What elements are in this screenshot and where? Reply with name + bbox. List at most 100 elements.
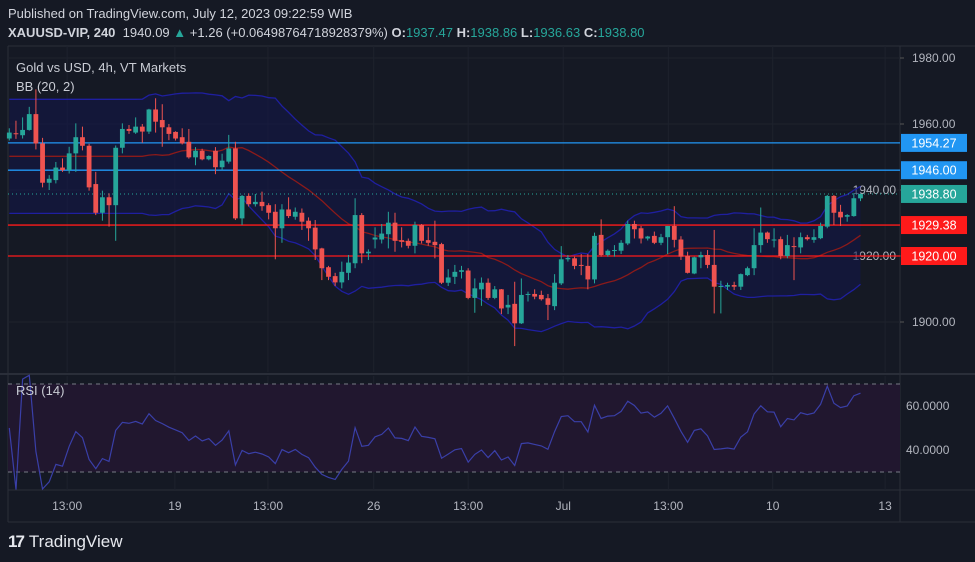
candle-body — [312, 227, 318, 250]
chart-title: Gold vs USD, 4h, VT Markets — [16, 60, 187, 75]
rsi-tick-label: 40.0000 — [906, 443, 950, 457]
x-tick-label: Jul — [556, 499, 571, 513]
quote-line: XAUUSD-VIP, 240 1940.09 ▲ +1.26 (+0.0649… — [8, 25, 645, 40]
candle — [266, 203, 272, 220]
candle-body — [765, 232, 770, 240]
candle-body — [372, 237, 378, 240]
bb-upper-band — [9, 92, 861, 258]
candle-body — [838, 211, 843, 218]
candle — [153, 98, 158, 133]
candle-body — [119, 128, 125, 148]
candle — [512, 281, 518, 347]
candle-body — [33, 114, 39, 144]
candle — [598, 219, 604, 257]
candle-body — [658, 237, 664, 243]
candle — [133, 117, 139, 134]
candle — [818, 222, 823, 240]
candle-body — [691, 257, 697, 274]
candle-body — [13, 133, 19, 135]
candle — [725, 282, 730, 290]
candle-body — [246, 195, 252, 205]
candle — [213, 147, 218, 175]
level-price-tag — [901, 161, 967, 180]
candle — [259, 191, 265, 211]
candle — [299, 208, 305, 230]
candle-body — [738, 274, 744, 287]
candle — [439, 242, 444, 285]
candle-body — [113, 147, 119, 206]
open-value: 1937.47 — [405, 25, 453, 40]
candle — [485, 278, 491, 300]
level-price-label: 1938.80 — [911, 187, 956, 201]
candle — [651, 231, 657, 245]
candle — [332, 272, 338, 287]
candle — [119, 123, 125, 154]
candle-body — [279, 209, 285, 229]
candle-body — [705, 255, 710, 265]
candle — [80, 126, 85, 151]
candle — [592, 232, 597, 284]
candle — [73, 123, 79, 172]
candle-body — [233, 148, 238, 219]
candle-body — [292, 211, 298, 217]
candle — [339, 261, 345, 289]
candle-body — [326, 267, 331, 277]
tradingview-logo-icon: 17 — [8, 532, 25, 551]
x-tick-label: 13:00 — [653, 499, 683, 513]
candle-body — [472, 288, 478, 298]
candle — [492, 286, 498, 300]
candle-body — [612, 250, 617, 252]
candle — [698, 251, 704, 269]
candle — [625, 220, 631, 246]
candle — [186, 128, 192, 159]
close-value: 1938.80 — [597, 25, 645, 40]
candle-body — [505, 304, 511, 308]
candle — [272, 204, 278, 260]
candle-body — [259, 201, 265, 207]
y-tick-label: 1940.00 — [853, 183, 897, 197]
candle-body — [359, 215, 365, 254]
candle-body — [199, 150, 205, 160]
x-tick-label: 13:00 — [453, 499, 483, 513]
candle — [465, 268, 471, 300]
candle — [219, 153, 225, 171]
candle — [632, 220, 637, 239]
candle-body — [53, 167, 59, 181]
candle-body — [439, 244, 444, 283]
candle — [771, 228, 777, 248]
candle-body — [219, 160, 225, 168]
last-price: 1940.09 — [122, 25, 170, 40]
symbol-label[interactable]: XAUUSD-VIP, 240 — [8, 25, 116, 40]
candle — [784, 234, 790, 259]
x-tick-label: 13 — [878, 499, 892, 513]
candle-body — [66, 153, 72, 171]
bb-legend[interactable]: BB (20, 2) — [16, 79, 75, 94]
bb-lower-band — [9, 192, 861, 333]
level-price-label: 1954.27 — [911, 136, 956, 150]
level-price-label: 1920.00 — [911, 250, 956, 264]
candle — [93, 171, 99, 216]
candle — [612, 245, 617, 257]
candle — [572, 256, 577, 270]
candle — [13, 120, 19, 139]
candle — [518, 278, 524, 324]
candle-body — [239, 195, 245, 219]
candle-body — [26, 114, 32, 130]
candle-body — [332, 276, 338, 283]
x-tick-label: 26 — [367, 499, 381, 513]
rsi-legend[interactable]: RSI (14) — [16, 383, 65, 398]
candle — [691, 256, 697, 275]
candle — [113, 145, 119, 241]
low-value: 1936.63 — [533, 25, 581, 40]
published-caption: Published on TradingView.com, July 12, 2… — [8, 6, 353, 21]
candle — [844, 214, 850, 222]
candle-body — [412, 224, 418, 246]
candle — [638, 225, 644, 244]
candle-body — [778, 239, 784, 256]
candle-body — [399, 240, 405, 242]
candle-body — [445, 277, 451, 283]
candle — [20, 117, 25, 139]
candle-body — [718, 286, 724, 288]
candle-body — [678, 239, 684, 257]
